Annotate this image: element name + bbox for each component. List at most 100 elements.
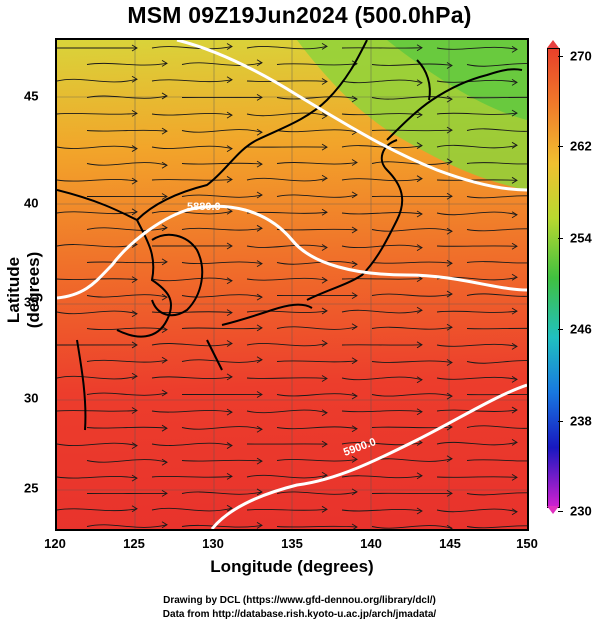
- streamline: [276, 96, 358, 100]
- streamline: [86, 294, 168, 298]
- streamline: [86, 459, 168, 463]
- streamline-arrowhead: [161, 258, 168, 266]
- streamline: [436, 46, 518, 50]
- streamline: [436, 508, 518, 513]
- streamline: [181, 62, 263, 66]
- streamline-arrowhead: [446, 524, 453, 529]
- streamline: [57, 508, 138, 512]
- streamline-arrowhead: [511, 176, 518, 184]
- streamline-arrowhead: [161, 490, 168, 497]
- streamline-arrowhead: [446, 489, 453, 497]
- streamline: [436, 343, 518, 347]
- y-tick-35: 35: [24, 294, 39, 310]
- streamline-arrowhead: [321, 244, 328, 251]
- streamline-arrowhead: [161, 59, 168, 67]
- streamline: [57, 442, 138, 447]
- streamline-arrowhead: [161, 424, 168, 432]
- streamline-arrowhead: [321, 174, 328, 182]
- streamline: [341, 442, 423, 446]
- streamline: [57, 310, 138, 315]
- streamline: [246, 377, 328, 379]
- map-title: MSM 09Z19Jun2024 (500.0hPa): [127, 2, 472, 28]
- streamline-arrowhead: [161, 224, 168, 232]
- streamline-arrowhead: [511, 375, 518, 383]
- streamline: [466, 327, 527, 330]
- streamline-arrowhead: [256, 391, 263, 398]
- streamline-arrowhead: [131, 505, 138, 513]
- streamline-arrowhead: [511, 473, 518, 481]
- streamline: [276, 426, 358, 430]
- streamline-arrowhead: [131, 110, 138, 117]
- streamline: [436, 79, 518, 83]
- streamline-arrowhead: [226, 442, 233, 449]
- streamline: [57, 211, 138, 215]
- streamline: [371, 525, 453, 529]
- streamline-arrowhead: [446, 323, 453, 331]
- x-tick-125: 125: [123, 536, 145, 551]
- streamline-arrowhead: [226, 242, 233, 250]
- streamline: [276, 228, 358, 231]
- streamline-arrowhead: [226, 408, 233, 416]
- streamline-arrowhead: [161, 389, 168, 397]
- streamline: [181, 194, 263, 198]
- streamline: [246, 474, 328, 479]
- streamline-arrowhead: [446, 126, 453, 134]
- streamline: [57, 178, 138, 182]
- streamline: [466, 360, 527, 364]
- streamline-arrowhead: [321, 143, 328, 151]
- streamline: [436, 476, 518, 478]
- contour-labels: 5880.0 5900.0: [187, 201, 378, 459]
- streamline: [57, 278, 138, 281]
- streamline-arrowhead: [131, 44, 138, 52]
- streamline: [466, 261, 527, 264]
- colorbar-mark-262: [558, 146, 563, 147]
- colorbar-tick-270: 270: [570, 48, 592, 64]
- map-plot-area[interactable]: 5880.0 5900.0: [55, 38, 529, 531]
- streamline: [466, 195, 527, 199]
- streamline: [246, 177, 328, 182]
- streamline-arrowhead: [226, 111, 233, 119]
- streamline-arrowhead: [131, 474, 138, 482]
- streamline-arrowhead: [511, 438, 518, 446]
- streamline-arrowhead: [256, 488, 263, 496]
- colorbar-tick-254: 254: [570, 230, 592, 246]
- contour-label-5900: 5900.0: [342, 436, 378, 459]
- streamline-arrowhead: [161, 92, 168, 100]
- streamline: [151, 507, 233, 512]
- streamline: [151, 409, 233, 413]
- streamline: [151, 277, 233, 282]
- streamline-arrowhead: [351, 191, 358, 199]
- streamline-arrowhead: [256, 160, 263, 168]
- streamline-arrowhead: [321, 112, 328, 120]
- colorbar-mark-238: [558, 421, 563, 422]
- streamline-arrowhead: [321, 276, 328, 284]
- streamline: [181, 162, 263, 165]
- streamline: [466, 425, 527, 429]
- colorbar-tick-238: 238: [570, 413, 592, 429]
- streamline-arrowhead: [511, 343, 518, 350]
- streamline: [436, 112, 518, 115]
- colorbar-tick-230: 230: [570, 503, 592, 519]
- streamline-arrowhead: [256, 293, 263, 301]
- colorbar: [547, 48, 560, 508]
- streamline-arrowhead: [161, 161, 168, 169]
- streamline: [276, 162, 358, 165]
- streamline: [436, 144, 518, 149]
- streamline: [436, 211, 518, 216]
- streamline: [276, 393, 358, 397]
- x-tick-135: 135: [281, 536, 303, 551]
- streamline-arrowhead: [226, 176, 233, 183]
- streamline-arrowhead: [161, 293, 168, 301]
- streamline-arrowhead: [256, 356, 263, 364]
- streamline-arrowhead: [416, 79, 423, 87]
- streamline: [466, 128, 527, 132]
- streamline-arrowhead: [161, 326, 168, 333]
- streamline: [181, 359, 263, 363]
- streamline-arrowhead: [226, 504, 233, 512]
- streamline-arrowhead: [351, 292, 358, 300]
- streamline-arrowhead: [161, 127, 168, 135]
- streamline: [276, 525, 358, 528]
- streamline-arrowhead: [131, 177, 138, 185]
- streamline: [181, 524, 263, 528]
- colorbar-min-arrow: [547, 506, 559, 514]
